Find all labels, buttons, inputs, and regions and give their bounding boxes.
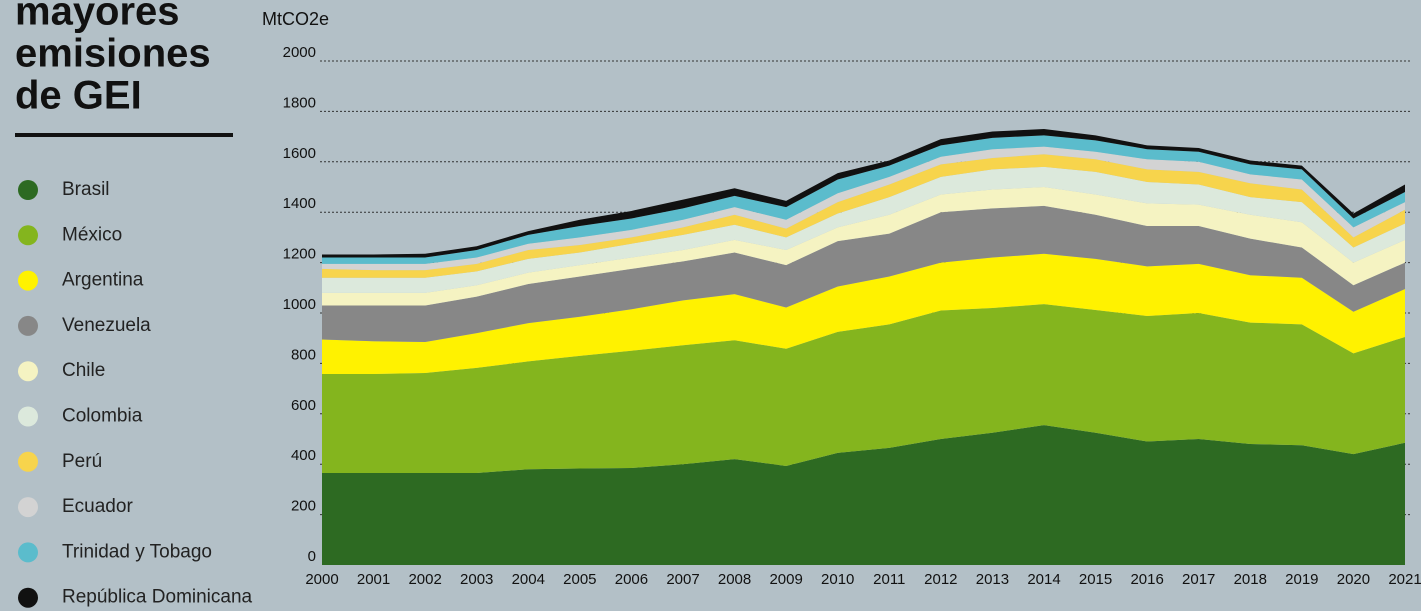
y-axis-label: MtCO2e [262,9,329,29]
y-tick-label: 200 [291,498,316,515]
area [322,146,1405,271]
legend-marker [18,542,38,563]
legend-marker [18,451,38,472]
x-tick-label: 2013 [976,571,1009,588]
legend-marker [18,270,38,291]
x-tick-label: 2000 [305,571,338,588]
y-tick-label: 1800 [283,94,316,111]
y-tick-label: 1600 [283,145,316,162]
chart-title: mayores [15,0,180,34]
x-tick-label: 2017 [1182,571,1215,588]
legend-marker [18,225,38,246]
legend-marker [18,587,38,608]
y-tick-label: 2000 [283,44,316,61]
x-tick-label: 2008 [718,571,751,588]
legend-label: Brasil [62,179,110,200]
x-tick-label: 2016 [1130,571,1163,588]
legend-marker [18,361,38,382]
x-tick-label: 2006 [615,571,648,588]
legend-marker [18,406,38,427]
chart-title: de GEI [15,74,142,118]
area [322,154,1405,278]
legend-label: Venezuela [62,315,151,336]
x-tick-label: 2011 [873,571,905,588]
y-tick-label: 1200 [283,246,316,263]
area [322,425,1405,565]
x-tick-label: 2020 [1337,571,1370,588]
legend-label: Ecuador [62,496,133,517]
x-tick-label: 2009 [769,571,802,588]
x-tick-label: 2021 [1388,571,1421,588]
legend-marker [18,315,38,336]
x-tick-label: 2014 [1027,571,1060,588]
legend-label: Trinidad y Tobago [62,541,212,562]
x-tick-label: 2004 [512,571,545,588]
area [322,253,1405,374]
x-tick-label: 2012 [924,571,957,588]
y-tick-label: 800 [291,346,316,363]
y-tick-label: 400 [291,447,316,464]
y-tick-label: 600 [291,397,316,414]
y-tick-label: 0 [308,548,316,565]
x-tick-label: 2001 [357,571,390,588]
x-tick-label: 2002 [408,571,441,588]
x-tick-label: 2005 [563,571,596,588]
legend-label: Argentina [62,270,144,291]
area [322,304,1405,474]
legend-label: Perú [62,451,102,472]
legend-label: República Dominicana [62,587,253,608]
area [322,135,1405,264]
chart-title: emisiones [15,32,211,76]
legend-label: Colombia [62,406,143,427]
area [322,166,1405,293]
legend-label: México [62,224,122,245]
legend-marker [18,180,38,200]
x-tick-label: 2003 [460,571,493,588]
legend-marker [18,497,38,518]
x-tick-label: 2007 [666,571,699,588]
x-tick-label: 2015 [1079,571,1112,588]
legend-label: Chile [62,360,105,381]
x-tick-label: 2018 [1234,571,1267,588]
area [322,187,1405,306]
x-tick-label: 2019 [1285,571,1318,588]
y-tick-label: 1400 [283,195,316,212]
y-tick-label: 1000 [283,296,316,313]
x-tick-label: 2010 [821,571,854,588]
area [322,205,1405,342]
